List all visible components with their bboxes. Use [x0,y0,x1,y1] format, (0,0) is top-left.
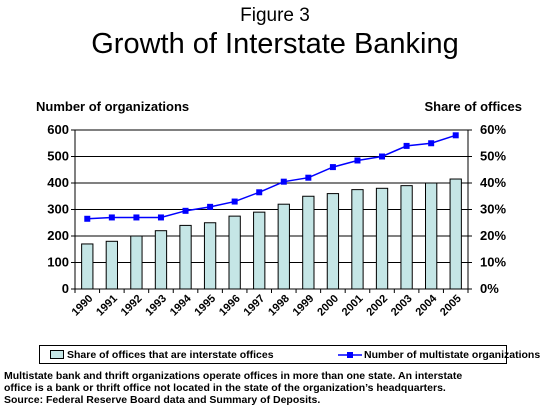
line-point [403,142,410,149]
line-point [354,157,361,164]
bar [130,235,143,290]
x-tick-label: 1995 [192,293,218,319]
right-tick-label: 40% [480,175,506,190]
line-point [379,153,386,160]
left-tick-label: 200 [47,228,69,243]
x-tick-label: 1996 [217,293,243,319]
figure-number: Figure 3 [240,5,310,26]
left-tick-label: 0 [62,281,69,296]
line-point [133,214,140,221]
line-point [452,132,459,139]
x-tick-label: 1994 [168,292,194,318]
line-point [329,164,336,171]
bar [228,215,241,290]
right-tick-label: 0% [480,281,499,296]
legend-swatch-line [338,352,362,358]
x-tick-label: 2004 [413,292,439,318]
legend-label-line: Number of multistate organizations [364,349,541,361]
left-tick-label: 100 [47,255,69,270]
x-tick-label: 1990 [70,293,96,319]
bar [326,193,340,290]
x-tick-label: 1999 [291,293,317,319]
left-tick-label: 500 [47,149,69,164]
bar [253,211,266,290]
x-tick-label: 1991 [94,293,120,319]
x-tick-label: 1997 [242,293,268,319]
bar [277,203,290,290]
bar [449,178,462,290]
right-tick-label: 30% [480,202,506,217]
line-point [256,189,263,196]
chart-title: Growth of Interstate Banking [91,28,459,60]
bar [203,222,217,290]
right-axis-title: Share of offices [424,99,522,114]
line-point [84,215,91,222]
note-line-1: Multistate bank and thrift organizations… [4,370,463,382]
x-tick-label: 1992 [119,293,145,319]
right-tick-label: 10% [480,255,506,270]
line-point [305,174,312,181]
left-tick-label: 400 [47,175,69,190]
bar [425,182,438,290]
right-tick-label: 20% [480,228,506,243]
line-point [182,207,189,214]
right-tick-label: 60% [480,122,506,137]
bar [81,243,94,290]
left-axis-title: Number of organizations [36,99,190,114]
x-tick-label: 2005 [438,293,464,319]
note-line-3: Source: Federal Reserve Board data and S… [4,394,321,406]
bar [179,224,192,290]
line-point [157,214,164,221]
legend: Share of offices that are interstate off… [39,345,540,364]
right-tick-label: 50% [480,149,506,164]
line-point [231,198,238,205]
series-line [87,134,456,220]
left-tick-label: 300 [47,202,69,217]
line-point [207,203,214,210]
x-tick-label: 2001 [340,293,366,319]
bar [351,189,364,290]
line-point [280,178,287,185]
line-point [108,214,115,221]
x-tick-label: 1998 [266,293,292,319]
bar [400,185,413,290]
bar [154,230,168,290]
x-tick-label: 2002 [364,293,390,319]
bar [375,187,389,290]
line-point [428,140,435,147]
note-line-2: office is a bank or thrift office not lo… [4,382,446,394]
chart-note: Multistate bank and thrift organizations… [4,370,550,406]
legend-swatch-bars [50,350,64,359]
bar [302,195,315,290]
bar [105,240,118,290]
x-tick-label: 2000 [315,293,341,319]
x-tick-label: 1993 [143,293,169,319]
legend-label-bars: Share of offices that are interstate off… [67,349,274,361]
x-tick-label: 2003 [389,293,415,319]
left-tick-label: 600 [47,122,69,137]
